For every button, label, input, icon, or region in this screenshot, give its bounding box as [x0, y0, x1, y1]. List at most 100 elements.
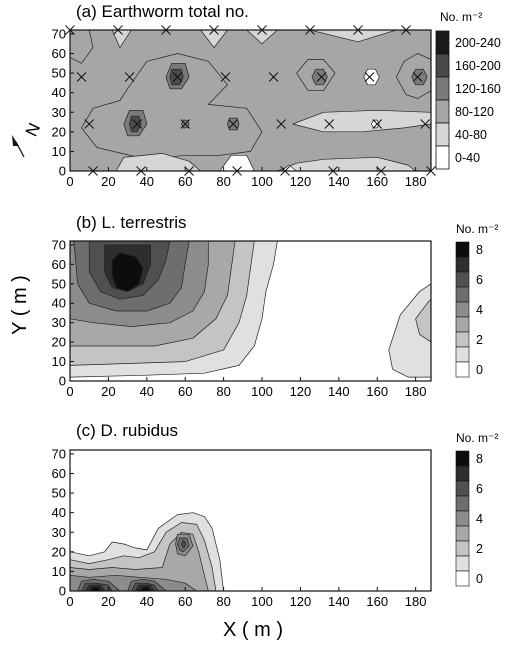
sample-point	[76, 72, 87, 82]
legend-label: 8	[476, 243, 483, 257]
legend-swatch	[455, 331, 470, 348]
y-tick-label: 60	[52, 46, 66, 61]
x-tick-label: 100	[251, 594, 273, 609]
sample-point	[316, 72, 327, 82]
sample-point	[124, 72, 135, 82]
x-tick-label: 0	[66, 594, 73, 609]
legend-title: No. m⁻²	[456, 431, 498, 445]
x-tick-label: 100	[251, 384, 273, 399]
x-tick-label: 60	[178, 594, 192, 609]
legend-label: 80-120	[455, 105, 494, 119]
panel-title: (a) Earthworm total no.	[76, 2, 249, 21]
x-tick-label: 0	[66, 174, 73, 189]
contour-region	[411, 68, 428, 86]
plot-frame	[69, 29, 432, 172]
y-tick-label: 60	[52, 257, 66, 272]
y-tick-label: 50	[52, 66, 66, 81]
y-tick-label: 20	[52, 124, 66, 139]
legend-title: No. m⁻²	[440, 10, 482, 24]
north-arrow-head	[12, 135, 19, 146]
x-tick-label: 180	[405, 384, 427, 399]
contour-regions	[70, 512, 224, 591]
legend-label: 4	[476, 512, 483, 526]
y-tick-label: 30	[52, 105, 66, 120]
y-axis-label: Y ( m )	[9, 275, 31, 335]
x-tick-label: 120	[290, 384, 312, 399]
x-tick-label: 40	[140, 594, 154, 609]
y-tick-label: 10	[52, 564, 66, 579]
contour-region	[415, 298, 431, 343]
contour-region	[111, 30, 132, 48]
y-tick-label: 60	[52, 466, 66, 481]
legend-label: 6	[476, 482, 483, 496]
sample-point	[268, 72, 279, 82]
north-label: N	[22, 120, 44, 139]
x-tick-label: 180	[405, 594, 427, 609]
legend-swatch	[455, 241, 470, 258]
x-tick-label: 120	[290, 594, 312, 609]
sample-point	[412, 72, 423, 82]
x-tick-label: 160	[366, 174, 388, 189]
legend-title: No. m⁻²	[456, 222, 498, 236]
x-tick-label: 0	[66, 384, 73, 399]
x-tick-label: 140	[328, 594, 350, 609]
sample-point	[324, 119, 335, 129]
x-tick-label: 60	[178, 384, 192, 399]
sample-point	[372, 119, 383, 129]
y-tick-label: 40	[52, 296, 66, 311]
panel-a: (a) Earthworm total no.0 20 40 60 80 100 120 14…	[52, 2, 501, 189]
contour-region	[309, 30, 397, 43]
sample-point	[220, 72, 231, 82]
y-tick-label: 50	[52, 276, 66, 291]
legend-swatch	[455, 510, 470, 527]
legend-label: 0-40	[455, 151, 480, 165]
x-tick-label: 20	[101, 384, 115, 399]
legend-swatch	[455, 361, 470, 378]
x-tick-label: 180	[405, 174, 427, 189]
legend-swatch	[455, 301, 470, 318]
legend: No. m⁻² 200-240 160-200 120-160 80-120 40-80 0…	[435, 10, 501, 170]
legend-swatch	[455, 316, 470, 333]
contour-regions	[70, 241, 431, 378]
contour-region	[246, 30, 278, 45]
x-tick-label: 140	[328, 174, 350, 189]
contour-region	[129, 115, 142, 133]
sample-point	[132, 119, 143, 129]
contour-region	[280, 164, 297, 171]
contour-region	[219, 154, 255, 171]
legend-swatch	[435, 76, 450, 101]
legend-swatch	[455, 271, 470, 288]
sample-point	[172, 72, 183, 82]
legend-swatch	[455, 346, 470, 363]
sample-point	[228, 119, 239, 129]
y-tick-label: 30	[52, 525, 66, 540]
legend-label: 2	[476, 333, 483, 347]
contour-region	[388, 283, 431, 378]
legend-swatch	[455, 286, 470, 303]
y-tick-label: 50	[52, 486, 66, 501]
contour-region	[70, 30, 94, 64]
x-tick-label: 140	[328, 384, 350, 399]
contour-region	[88, 586, 102, 591]
legend-swatch	[455, 495, 470, 512]
y-tick-label: 70	[52, 446, 66, 461]
contour-region	[111, 252, 144, 292]
y-tick-label: 70	[52, 237, 66, 252]
y-tick-label: 0	[59, 164, 66, 179]
y-tick-label: 10	[52, 354, 66, 369]
legend-swatch	[455, 480, 470, 497]
legend-swatch	[435, 122, 450, 147]
y-tick-label: 0	[59, 584, 66, 599]
legend-label: 2	[476, 542, 483, 556]
legend-swatch	[455, 570, 470, 587]
legend-label: 160-200	[455, 59, 501, 73]
contour-region	[277, 156, 416, 171]
legend-label: 40-80	[455, 128, 487, 142]
x-tick-label: 80	[216, 174, 230, 189]
legend-label: 4	[476, 303, 483, 317]
legend-swatch	[435, 145, 450, 170]
y-tick-label: 20	[52, 544, 66, 559]
plot-frame	[69, 240, 432, 382]
y-tick-label: 70	[52, 26, 66, 41]
